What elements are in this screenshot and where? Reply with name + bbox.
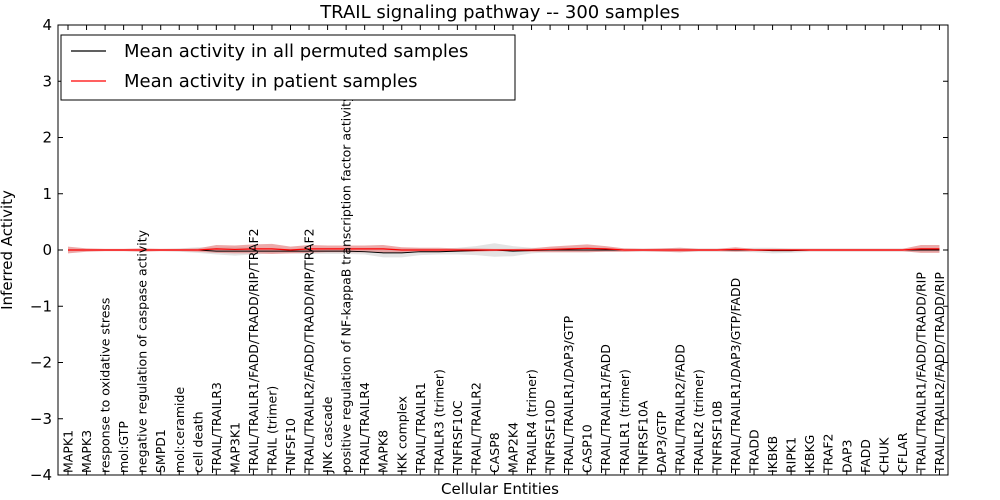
chart-title: TRAIL signaling pathway -- 300 samples <box>319 2 680 23</box>
x-tick-label: TRAILR4 (trimer) <box>524 369 539 474</box>
x-tick-label: MAP3K1 <box>227 422 242 473</box>
x-tick-label: TNFSF10 <box>283 418 298 474</box>
x-tick-label: TRAIL/TRAILR2/FADD <box>672 344 687 474</box>
x-tick-label: CFLAR <box>895 432 910 473</box>
legend: Mean activity in all permuted samples Mea… <box>60 34 516 101</box>
y-tick-label: 3 <box>42 72 52 90</box>
x-tick-label: TRAF2 <box>821 433 836 474</box>
x-tick-label: CASP10 <box>580 424 595 473</box>
x-tick-label: TRAIL/TRAILR2/FADD/TRADD/RIP <box>932 272 947 474</box>
x-tick-label: MAP2K4 <box>506 422 521 473</box>
x-tick-label: TRAIL/TRAILR1/DAP3/GTP/FADD <box>728 278 743 474</box>
x-tick-label: TRAIL/TRAILR1 <box>413 382 428 474</box>
x-tick-label: TRAIL (trimer) <box>264 386 279 474</box>
x-tick-label: MAPK3 <box>79 430 94 473</box>
x-tick-label: cell death <box>190 411 205 473</box>
legend-label: Mean activity in all permuted samples <box>124 41 468 62</box>
x-tick-label: TRAILR3 (trimer) <box>431 369 446 474</box>
y-tick-label: 0 <box>42 241 52 259</box>
x-tick-label: TRAIL/TRAILR3 <box>209 382 224 474</box>
x-tick-label: TRAIL/TRAILR1/DAP3/GTP <box>561 315 576 474</box>
y-tick-label: 2 <box>42 129 52 147</box>
x-tick-label: TRAIL/TRAILR4 <box>357 382 372 474</box>
x-tick-label: positive regulation of NF-kappaB transcr… <box>339 94 354 473</box>
x-tick-label: TNFRSF10A <box>635 400 650 474</box>
legend-frame <box>60 34 516 101</box>
x-tick-label: TRAILR2 (trimer) <box>691 369 706 474</box>
x-tick-label: TRAIL/TRAILR1/FADD/TRADD/RIP <box>913 272 928 474</box>
y-axis-label: Inferred Activity <box>0 190 16 310</box>
y-tick-label: −1 <box>30 297 52 315</box>
x-tick-label: TRAIL/TRAILR2 <box>468 382 483 474</box>
x-tick-label: SMPD1 <box>153 429 168 473</box>
legend-label: Mean activity in patient samples <box>124 71 418 92</box>
x-tick-label: FADD <box>858 439 873 473</box>
x-tick-label: TNFRSF10D <box>543 399 558 474</box>
x-tick-label: IKBKG <box>802 435 817 473</box>
x-tick-label: TRADD <box>747 429 762 474</box>
x-tick-label: RIPK1 <box>784 437 799 473</box>
x-tick-label: TRAILR1 (trimer) <box>617 369 632 474</box>
series-line-patient <box>68 247 940 251</box>
y-tick-label: −3 <box>30 410 52 428</box>
x-tick-label: MAPK1 <box>61 430 76 473</box>
x-tick-label: TRAIL/TRAILR1/FADD <box>598 344 613 474</box>
x-tick-label: DAP3 <box>839 440 854 473</box>
x-tick-label: MAPK8 <box>376 430 391 473</box>
x-tick-label: mol:ceramide <box>172 387 187 473</box>
x-tick-label: TRAIL/TRAILR1/FADD/TRADD/RIP/TRAF2 <box>246 228 261 474</box>
x-tick-label: IKBKB <box>765 436 780 473</box>
x-tick-label: TRAIL/TRAILR2/FADD/TRADD/RIP/TRAF2 <box>302 228 317 474</box>
x-axis-label: Cellular Entities <box>441 480 559 498</box>
y-tick-label: −2 <box>30 354 52 372</box>
y-tick-label: −4 <box>30 466 52 484</box>
x-tick-label: response to oxidative stress <box>98 298 113 473</box>
y-tick-label: 4 <box>42 16 52 34</box>
x-tick-label: CHUK <box>876 437 891 473</box>
x-tick-label: DAP3/GTP <box>654 410 669 473</box>
x-tick-label: mol:GTP <box>116 421 131 473</box>
y-tick-label: 1 <box>42 185 52 203</box>
x-tick-label: TNFRSF10B <box>709 401 724 474</box>
x-tick-label: CASP8 <box>487 432 502 473</box>
x-tick-label: TNFRSF10C <box>450 400 465 474</box>
x-tick-label: negative regulation of caspase activity <box>135 229 150 473</box>
plot-area: 4 3 2 1 0 −1 −2 −3 −4 MAPK1 MAPK3 response to oxida… <box>30 16 949 484</box>
x-tick-label: JNK cascade <box>320 396 335 474</box>
x-tick-label: IKK complex <box>394 396 409 473</box>
